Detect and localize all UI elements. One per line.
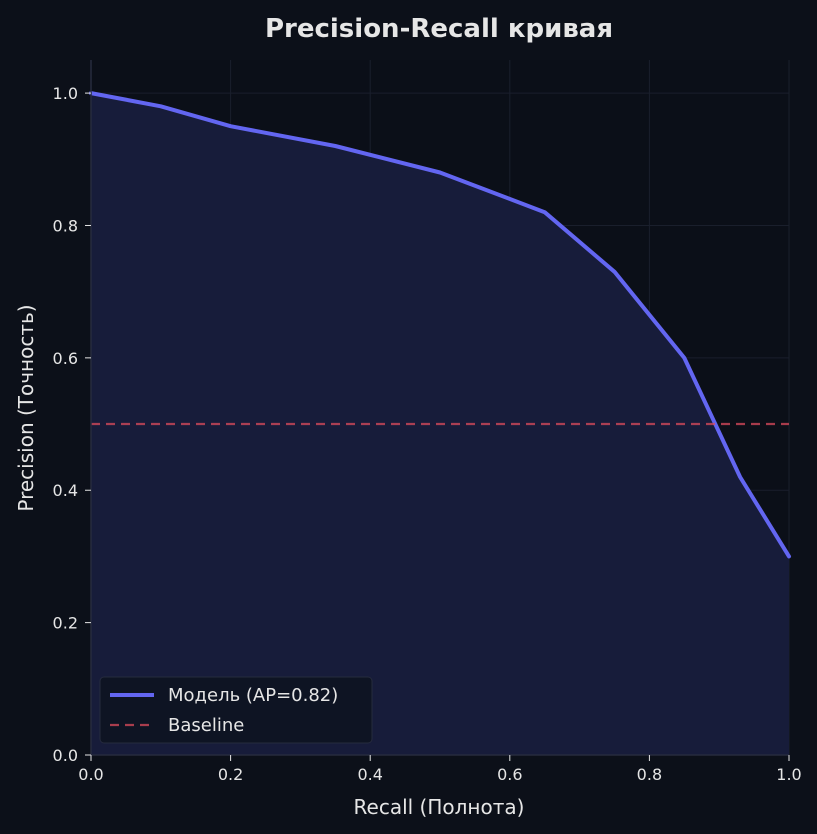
series-lines — [89, 91, 791, 559]
x-tick-label-2: 0.4 — [357, 765, 382, 784]
legend-label-baseline: Baseline — [168, 715, 244, 736]
x-tick-label-1: 0.2 — [218, 765, 243, 784]
axes-spines — [90, 60, 789, 756]
x-tick-label-3: 0.6 — [497, 765, 522, 784]
legend-label-model: Модель (AP=0.82) — [168, 685, 338, 706]
x-tick-label-0: 0.0 — [78, 765, 103, 784]
chart-title: Precision-Recall кривая — [265, 14, 613, 44]
x-tick-label-4: 0.8 — [637, 765, 662, 784]
y-tick-label-5: 1.0 — [53, 84, 78, 103]
y-tick-label-4: 0.8 — [53, 216, 78, 235]
axis-ticks: 0.0 0.2 0.4 0.6 0.8 1.0 0.0 0.2 0.4 0.6 0.8 1.0 — [53, 84, 802, 784]
legend: Модель (AP=0.82) Baseline — [99, 676, 373, 744]
y-axis-title: Precision (Точность) — [14, 304, 38, 511]
series-line-model — [89, 91, 791, 559]
y-tick-label-0: 0.0 — [53, 746, 78, 765]
legend-box — [99, 676, 373, 744]
y-tick-label-3: 0.6 — [53, 349, 78, 368]
y-tick-label-2: 0.4 — [53, 481, 78, 500]
x-tick-label-5: 1.0 — [776, 765, 801, 784]
x-axis-title: Recall (Полнота) — [354, 795, 525, 819]
y-tick-label-1: 0.2 — [53, 614, 78, 633]
